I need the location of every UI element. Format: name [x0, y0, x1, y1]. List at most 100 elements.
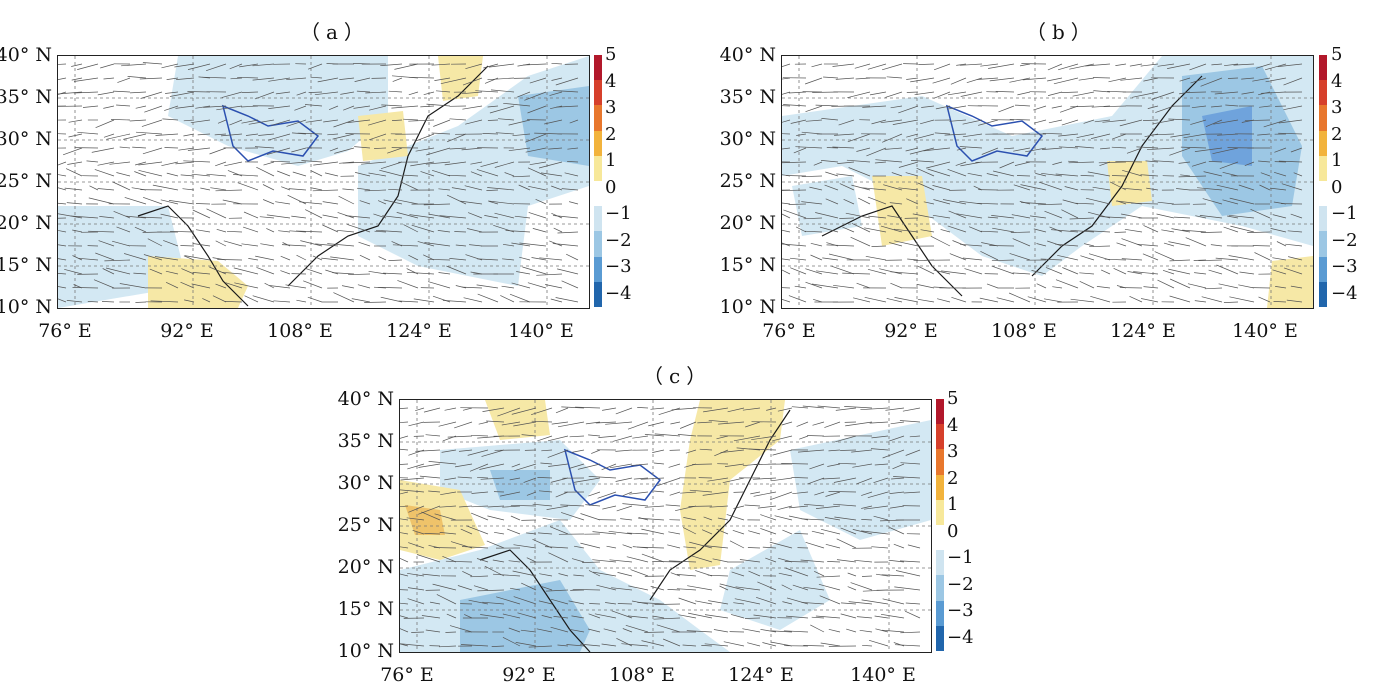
wind-vector — [805, 541, 825, 549]
wind-vector — [547, 449, 569, 458]
wind-vector — [609, 559, 633, 563]
wind-vector — [1283, 105, 1303, 111]
wind-vector — [801, 601, 825, 605]
wind-vector — [789, 257, 807, 261]
wind-vector — [782, 77, 791, 80]
wind-vector — [1078, 77, 1095, 81]
wind-vector — [210, 187, 227, 191]
wind-vector — [653, 462, 665, 465]
wind-vector — [752, 477, 777, 480]
wind-vector — [162, 118, 179, 121]
wind-vector — [1098, 161, 1127, 164]
wind-vector — [58, 230, 67, 233]
wind-vector — [487, 119, 499, 121]
wind-vector — [531, 257, 547, 261]
wind-vector — [605, 421, 633, 425]
wind-vector — [947, 105, 967, 110]
wind-vector — [918, 63, 935, 65]
wind-vector — [375, 229, 403, 233]
wind-vector — [854, 559, 873, 563]
wind-vector — [312, 255, 323, 261]
wind-vector — [142, 196, 163, 205]
wind-vector — [109, 161, 131, 165]
wind-vector — [960, 91, 983, 97]
colorbar-label: −2 — [1331, 229, 1358, 251]
wind-vector — [1168, 118, 1191, 121]
wind-vector — [1287, 230, 1303, 233]
wind-vector — [947, 91, 967, 96]
lat-label-40: 40° N — [719, 44, 776, 66]
wind-vector — [502, 636, 521, 647]
wind-vector — [442, 300, 467, 303]
wind-vector — [805, 105, 823, 113]
wind-vector — [1076, 133, 1095, 139]
wind-vector — [617, 572, 633, 577]
wind-vector — [560, 504, 585, 507]
wind-vector — [1085, 230, 1111, 233]
wind-vector — [861, 491, 873, 496]
wind-vector — [867, 491, 889, 499]
wind-vector — [662, 638, 681, 647]
wind-vector — [909, 435, 921, 438]
wind-vector — [890, 282, 903, 289]
wind-vector — [998, 105, 1015, 113]
wind-vector — [933, 63, 951, 71]
wind-vector — [528, 185, 547, 191]
wind-vector — [183, 119, 195, 122]
wind-vector — [733, 602, 745, 605]
wind-vector — [869, 91, 887, 96]
wind-vector — [1222, 171, 1239, 177]
wind-vector — [825, 198, 839, 205]
wind-vector — [601, 463, 617, 471]
wind-vector — [241, 119, 259, 124]
wind-vector — [345, 215, 371, 219]
wind-vector — [1055, 279, 1079, 289]
wind-vector — [1019, 63, 1031, 67]
wind-vector — [884, 147, 903, 150]
wind-vector — [468, 599, 489, 605]
wind-vector — [476, 284, 499, 289]
wind-vector — [909, 147, 935, 155]
wind-vector — [650, 407, 665, 410]
wind-vector — [605, 602, 617, 605]
wind-vector — [305, 119, 323, 123]
wind-vector — [339, 77, 355, 80]
wind-vector — [184, 299, 195, 303]
wind-vector — [202, 298, 211, 303]
wind-vector — [867, 268, 887, 275]
wind-vector — [369, 105, 387, 111]
wind-vector — [550, 477, 569, 483]
wind-vector — [508, 560, 521, 563]
wind-vector — [947, 168, 967, 177]
wind-vector — [248, 119, 275, 125]
wind-vector — [1040, 258, 1063, 261]
wind-vector — [828, 628, 841, 633]
wind-vector — [1283, 77, 1303, 86]
wind-vector — [113, 90, 131, 93]
wind-vector — [58, 273, 67, 275]
wind-vector — [880, 119, 903, 124]
wind-vector — [380, 296, 403, 303]
wind-vector — [852, 463, 873, 468]
wind-vector — [487, 515, 505, 521]
wind-vector — [640, 477, 665, 480]
wind-vector — [1200, 77, 1223, 87]
colorbar-label: 2 — [947, 467, 959, 489]
wind-vector — [1167, 63, 1191, 69]
wind-vector — [932, 185, 951, 191]
wind-vector — [502, 243, 515, 247]
wind-vector — [112, 240, 131, 247]
wind-vector — [826, 244, 855, 247]
wind-vector — [139, 77, 163, 80]
wind-vector — [941, 270, 967, 275]
colorbar-swatch — [594, 206, 602, 232]
colorbar-label: −4 — [605, 282, 632, 304]
colorbar-label: 3 — [605, 97, 617, 118]
wind-vector — [671, 407, 697, 411]
wind-vector — [546, 505, 569, 510]
wind-vector — [733, 435, 761, 442]
colorbar-swatch — [936, 550, 944, 576]
wind-vector — [774, 515, 793, 521]
lat-label-20: 20° N — [337, 556, 394, 578]
wind-vector — [867, 63, 887, 70]
